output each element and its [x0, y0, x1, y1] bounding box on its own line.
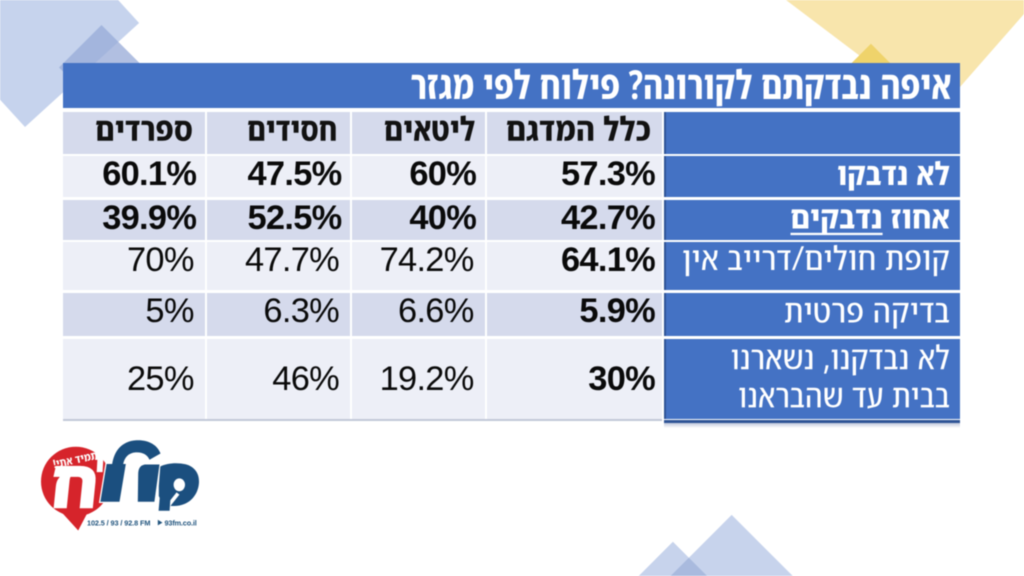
svg-text:93fm.co.il: 93fm.co.il — [165, 519, 197, 528]
svg-text:102.5 / 93 / 92.8 FM: 102.5 / 93 / 92.8 FM — [87, 519, 150, 528]
